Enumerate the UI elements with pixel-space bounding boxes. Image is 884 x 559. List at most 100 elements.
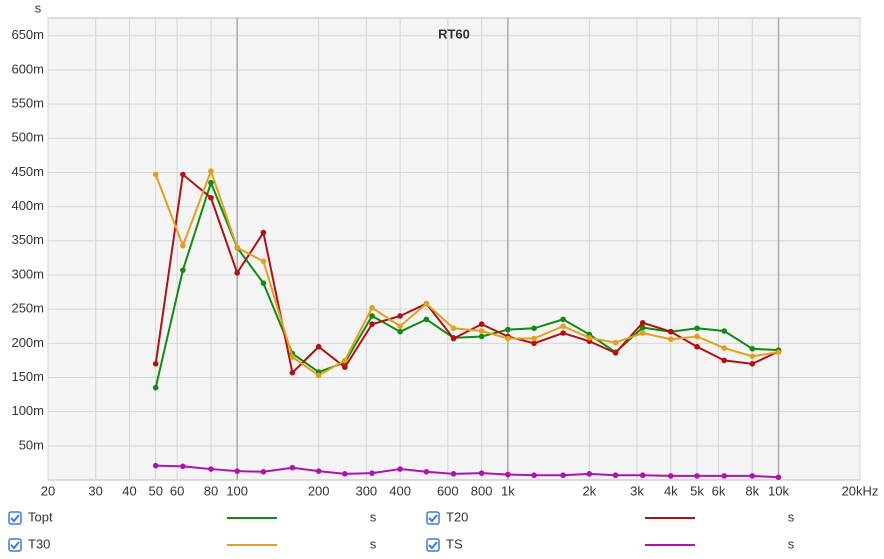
series-line [154, 172, 779, 375]
x-tick-label: 800 [471, 483, 493, 498]
x-tick-label: 2k [582, 483, 596, 498]
x-tick-label: 20kHz [842, 483, 879, 498]
data-point [260, 229, 267, 236]
data-point [208, 194, 214, 201]
data-point [289, 369, 296, 376]
data-point [612, 472, 619, 479]
legend-checkbox[interactable] [8, 511, 22, 525]
data-point [260, 468, 267, 475]
data-point [423, 468, 430, 475]
data-point [315, 468, 322, 474]
data-point [505, 335, 511, 342]
legend-unit: s [370, 536, 377, 551]
data-point [315, 372, 322, 379]
data-point [180, 267, 186, 273]
data-point [560, 323, 566, 330]
legend-check [10, 514, 20, 523]
data-point [369, 470, 375, 476]
data-point [289, 464, 296, 471]
data-point [369, 313, 375, 319]
data-point [775, 349, 782, 355]
x-tick-label: 20 [41, 483, 55, 498]
data-point [397, 328, 403, 335]
data-point [531, 472, 537, 479]
data-point [478, 321, 485, 327]
data-point [694, 473, 700, 479]
data-point [152, 384, 159, 391]
data-point [234, 468, 240, 474]
data-point [560, 330, 566, 336]
legend-check [428, 541, 438, 550]
data-point [749, 345, 756, 352]
x-tick-label: 30 [88, 483, 102, 498]
legend-label[interactable]: TS [446, 536, 463, 551]
x-tick-label: 100 [226, 483, 248, 498]
y-tick-label: 500m [11, 130, 44, 145]
data-point [450, 325, 457, 332]
data-point [180, 242, 186, 249]
data-point [152, 462, 159, 469]
data-point [612, 350, 619, 356]
x-tick-label: 60 [170, 483, 184, 498]
data-point [180, 171, 186, 178]
legend-checkbox[interactable] [426, 511, 440, 525]
y-tick-label: 550m [11, 96, 44, 111]
legend-unit: s [370, 509, 377, 524]
data-point [369, 321, 375, 327]
data-point [152, 171, 159, 178]
data-point [749, 473, 756, 479]
data-point [342, 357, 348, 364]
data-point [612, 339, 619, 346]
x-tick-label: 300 [355, 483, 377, 498]
data-point [208, 179, 214, 186]
data-point [152, 361, 159, 367]
legend-label[interactable]: T20 [446, 509, 468, 524]
data-point [289, 354, 296, 360]
y-tick-label: 350m [11, 232, 44, 247]
data-point [531, 335, 537, 342]
y-tick-label: 50m [19, 437, 44, 452]
data-point [397, 466, 403, 472]
data-point [749, 361, 756, 367]
data-point [639, 330, 646, 336]
data-point [721, 473, 728, 479]
data-point [560, 472, 566, 479]
data-point [560, 316, 566, 323]
data-point [775, 474, 782, 481]
data-point [694, 343, 700, 350]
data-point [369, 304, 375, 311]
y-tick-label: 300m [11, 266, 44, 281]
legend-label[interactable]: T30 [28, 536, 50, 551]
legend-checkbox[interactable] [8, 538, 22, 552]
x-tick-label: 600 [437, 483, 459, 498]
data-point [721, 328, 728, 334]
data-point [505, 471, 511, 478]
legend-check [428, 514, 438, 523]
data-point [531, 340, 537, 347]
data-point [749, 353, 756, 360]
x-tick-label: 400 [389, 483, 411, 498]
data-point [342, 471, 348, 477]
data-point [505, 326, 511, 333]
data-point [478, 328, 485, 334]
legend-checkbox[interactable] [426, 538, 440, 552]
legend-label[interactable]: Topt [28, 509, 53, 524]
data-point [694, 333, 700, 340]
y-tick-label: 200m [11, 335, 44, 350]
y-tick-label: 100m [11, 403, 44, 418]
legend-unit: s [788, 536, 795, 551]
series-line [154, 179, 779, 388]
data-point [668, 473, 674, 479]
x-tick-label: 1k [501, 483, 515, 498]
data-point [478, 333, 485, 340]
y-tick-label: 650m [11, 27, 44, 42]
y-tick-label: 600m [11, 61, 44, 76]
plot-area [47, 17, 861, 481]
data-point [694, 325, 700, 332]
data-point [478, 470, 485, 476]
x-tick-label: 40 [122, 483, 136, 498]
data-point [234, 270, 240, 276]
data-point [208, 466, 214, 472]
data-point [260, 258, 267, 265]
